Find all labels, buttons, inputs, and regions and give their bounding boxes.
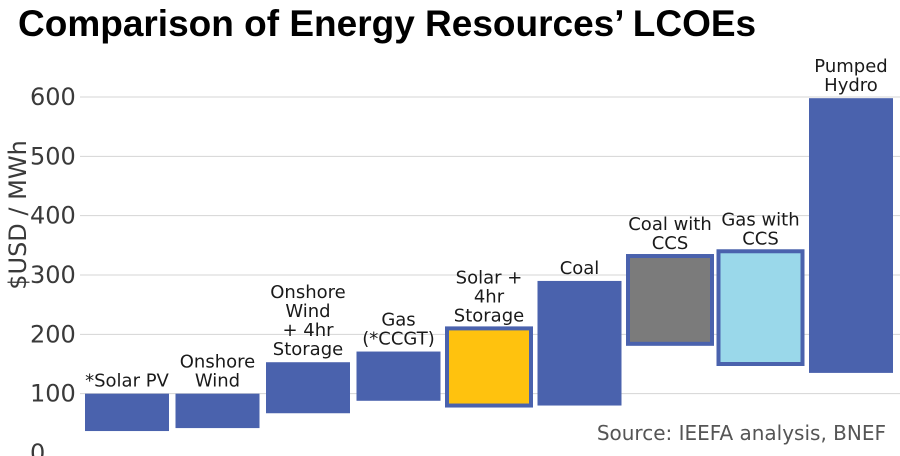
category-label: Gas with xyxy=(721,209,799,230)
category-label: Hydro xyxy=(824,75,878,96)
bar xyxy=(537,280,622,406)
category-label: Storage xyxy=(273,339,343,360)
bar xyxy=(175,393,260,429)
category-label: Storage xyxy=(454,305,524,326)
category-label: CCS xyxy=(742,228,779,249)
y-tick-label: 100 xyxy=(30,380,76,408)
category-label: Wind xyxy=(285,301,330,322)
y-tick-label: 600 xyxy=(30,83,76,111)
category-label: (*CCGT) xyxy=(362,329,434,350)
category-label: Onshore xyxy=(270,282,345,303)
bar xyxy=(356,351,441,401)
bar xyxy=(716,249,805,366)
category-label: Pumped xyxy=(814,56,887,77)
bar xyxy=(85,393,169,432)
category-label: Gas xyxy=(381,310,415,331)
y-tick-label: 0 xyxy=(30,439,45,456)
category-label: Wind xyxy=(195,371,240,392)
bar xyxy=(626,254,714,346)
y-tick-label: 400 xyxy=(30,202,76,230)
category-label: + 4hr xyxy=(282,320,334,341)
y-tick-label: 200 xyxy=(30,320,76,348)
y-tick-label: 300 xyxy=(30,261,76,289)
bars xyxy=(85,98,893,432)
category-label: 4hr xyxy=(474,286,505,307)
category-label: Coal with xyxy=(628,214,712,235)
y-axis-label: $USD / MWh xyxy=(4,140,32,290)
category-label: Onshore xyxy=(180,352,255,373)
gridlines xyxy=(80,96,900,395)
source-note: Source: IEEFA analysis, BNEF xyxy=(597,421,886,445)
bar xyxy=(445,326,533,408)
y-tick-label: 500 xyxy=(30,142,76,170)
category-label: *Solar PV xyxy=(85,371,169,392)
chart-title: Comparison of Energy Resources’ LCOEs xyxy=(18,3,756,44)
category-label: Coal xyxy=(560,258,600,279)
y-ticks: 0 100 200 300 400 500 600 xyxy=(30,83,76,456)
category-label: Solar + xyxy=(456,267,523,288)
category-label: CCS xyxy=(652,233,689,254)
bar xyxy=(809,98,893,373)
bar xyxy=(266,362,350,414)
